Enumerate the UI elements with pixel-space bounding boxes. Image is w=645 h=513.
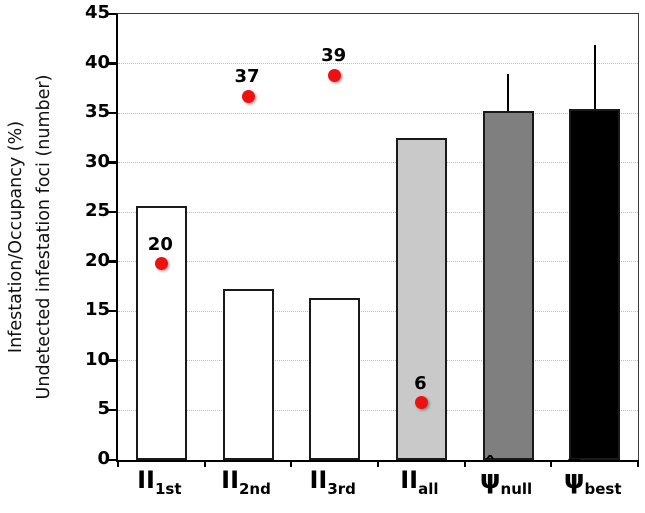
y-tick-label-10: 10	[84, 348, 110, 370]
hat-accent: ˆ	[484, 453, 496, 480]
y-tick-label-40: 40	[84, 51, 110, 73]
x-category-label-2nd: II2nd	[221, 466, 271, 498]
y-tick-mark-5	[107, 408, 116, 412]
gridline-35	[118, 112, 638, 114]
x-tick-mark-1	[203, 460, 206, 467]
error-bar-null	[507, 74, 509, 112]
x-tick-mark-4	[463, 460, 466, 467]
y-tick-mark-20	[107, 260, 116, 263]
x-tick-mark-6	[637, 460, 639, 467]
y-tick-label-30: 30	[84, 150, 110, 172]
y-tick-mark-0	[107, 458, 116, 461]
x-category-label-3rd: II3rd	[309, 466, 356, 498]
gridline-5	[118, 409, 638, 411]
marker-dot-6	[414, 396, 428, 409]
y-tick-label-5: 5	[97, 398, 110, 420]
y-tick-mark-40	[107, 62, 116, 65]
marker-label-6: 6	[414, 372, 427, 394]
bar-best	[569, 109, 621, 460]
gridline-20	[118, 261, 638, 263]
marker-label-37: 37	[234, 66, 260, 88]
gridline-40	[118, 63, 638, 65]
marker-label-20: 20	[147, 233, 173, 255]
y-tick-label-25: 25	[84, 200, 110, 222]
y-tick-label-20: 20	[84, 249, 110, 271]
y-tick-mark-45	[107, 12, 116, 15]
marker-dot-37	[241, 89, 255, 103]
bar-null	[482, 111, 534, 460]
gridline-30	[118, 162, 638, 164]
x-tick-mark-3	[377, 460, 379, 467]
y-tick-mark-30	[107, 161, 116, 164]
gridline-15	[118, 310, 638, 312]
bar-1st	[135, 206, 187, 460]
bar-all	[395, 137, 447, 460]
y-tick-label-35: 35	[84, 101, 110, 123]
y-axis-tick-labels: 0 5 10 15 20 25 30 35 40 45	[66, 2, 110, 469]
x-category-label-null: ψ ˆ null	[479, 453, 533, 498]
y-axis-title-line1: Infestation/Occupancy (%)	[6, 120, 26, 354]
y-tick-mark-35	[107, 111, 116, 115]
y-tick-mark-15	[107, 309, 116, 313]
bar-3rd	[309, 298, 361, 460]
marker-label-39: 39	[321, 45, 347, 67]
y-tick-mark-25	[107, 210, 116, 214]
marker-dot-39	[328, 68, 342, 82]
bar-accent: ¯	[564, 455, 584, 482]
x-tick-mark-5	[550, 460, 553, 467]
y-tick-label-45: 45	[84, 2, 110, 23]
x-axis-labels: II1st II2nd II3rd IIall ψ ˆ null ψ ¯ best	[116, 453, 636, 511]
y-axis-title-line2: Undetected infestation foci (number)	[34, 74, 54, 400]
marker-dot-20	[154, 257, 168, 271]
x-tick-mark-2	[290, 460, 293, 467]
gridline-25	[118, 211, 638, 213]
x-category-label-best: ψ ¯ best	[563, 455, 622, 498]
y-tick-label-0: 0	[97, 448, 110, 469]
bar-2nd	[222, 288, 274, 460]
gridline-10	[118, 360, 638, 362]
x-tick-mark-0	[117, 460, 119, 467]
error-bar-best	[593, 44, 596, 110]
y-tick-label-15: 15	[84, 299, 110, 321]
plot-area: 20 37 39 6	[107, 12, 639, 467]
x-category-label-all: IIall	[400, 466, 439, 498]
x-category-label-1st: II1st	[137, 466, 182, 498]
y-tick-mark-10	[107, 359, 116, 362]
